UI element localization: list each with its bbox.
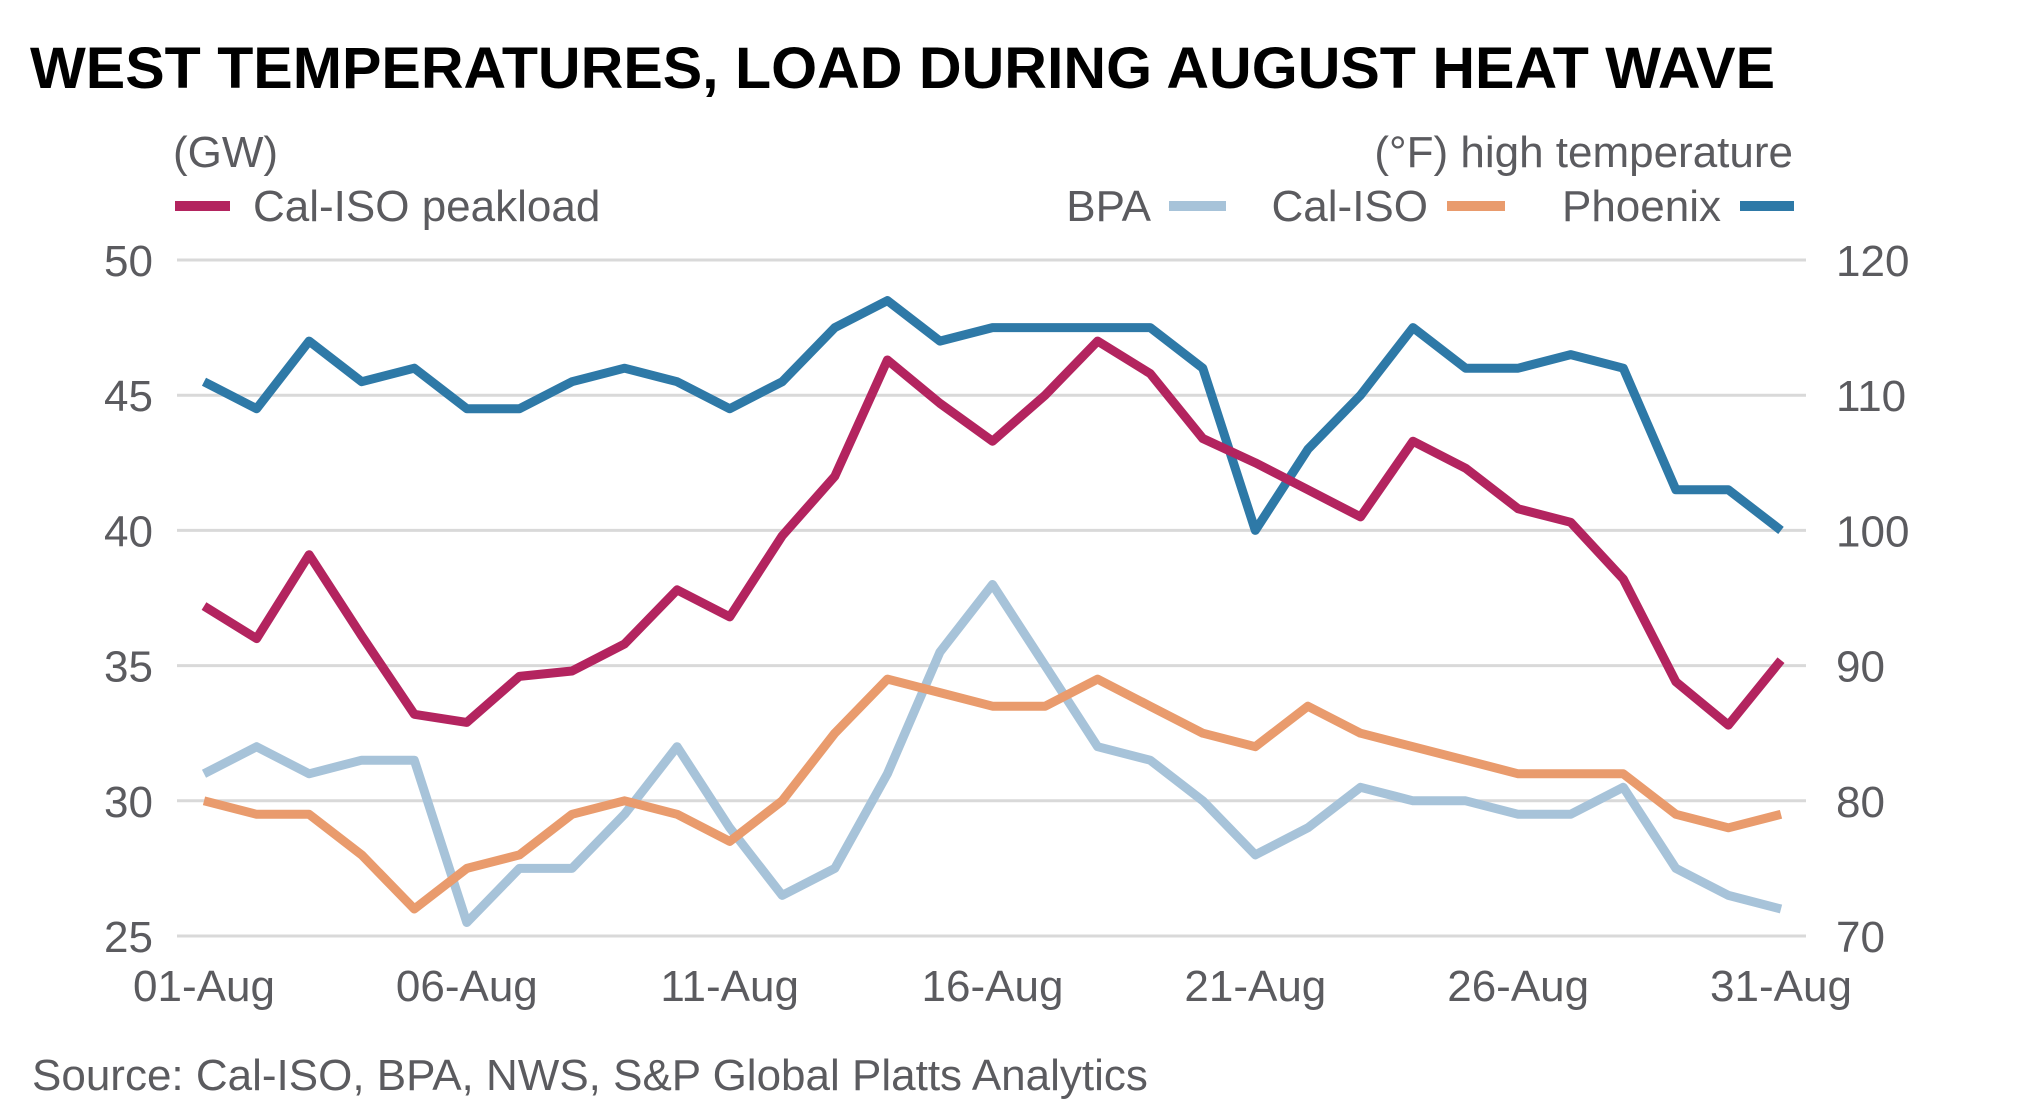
chart-title: WEST TEMPERATURES, LOAD DURING AUGUST HE…	[30, 36, 1775, 101]
left-tick-label: 25	[104, 913, 153, 962]
series-line-bpa	[201, 580, 1783, 927]
left-tick-label: 40	[104, 507, 153, 556]
legend-swatch-phoenix	[1740, 201, 1794, 211]
x-tick-label: 16-Aug	[922, 962, 1064, 1011]
legend-label-bpa: BPA	[1066, 182, 1151, 231]
series-line-cal-iso	[202, 674, 1783, 914]
right-axis-label: (°F) high temperature	[1374, 128, 1793, 177]
series-line-phoenix	[201, 296, 1784, 535]
left-tick-label: 30	[104, 778, 153, 827]
legend-label-cal-iso: Cal-ISO	[1272, 182, 1428, 231]
series-lines	[201, 296, 1785, 927]
x-tick-label: 31-Aug	[1710, 962, 1852, 1011]
left-axis-label: (GW)	[173, 128, 278, 177]
right-tick-label: 110	[1836, 372, 1906, 421]
x-tick-label: 01-Aug	[133, 962, 275, 1011]
right-axis-ticks: 120 110 100 90 80 70	[1836, 237, 1909, 962]
x-tick-label: 06-Aug	[396, 962, 538, 1011]
x-tick-label: 11-Aug	[660, 962, 799, 1011]
left-tick-label: 45	[104, 372, 153, 421]
legend-swatch-bpa	[1169, 201, 1226, 211]
x-tick-label: 21-Aug	[1184, 962, 1326, 1011]
source-note: Source: Cal-ISO, BPA, NWS, S&P Global Pl…	[32, 1051, 1148, 1100]
left-tick-label: 35	[104, 643, 153, 692]
right-tick-label: 80	[1836, 778, 1885, 827]
right-tick-label: 90	[1836, 643, 1885, 692]
legend: Cal-ISO peakload BPA Cal-ISO Phoenix	[175, 182, 1794, 231]
series-line-cal-iso-peakload	[201, 336, 1785, 730]
right-tick-label: 120	[1836, 237, 1909, 286]
right-tick-label: 70	[1836, 913, 1885, 962]
x-axis-ticks: 01-Aug 06-Aug 11-Aug 16-Aug 21-Aug 26-Aug 31-A…	[133, 962, 1852, 1011]
legend-label-phoenix: Phoenix	[1562, 182, 1721, 231]
legend-swatch-cal-iso-peakload	[175, 201, 230, 211]
x-tick-label: 26-Aug	[1447, 962, 1589, 1011]
left-axis-ticks: 50 45 40 35 30 25	[104, 237, 153, 962]
legend-label-cal-iso-peakload: Cal-ISO peakload	[253, 182, 600, 231]
right-tick-label: 100	[1836, 507, 1909, 556]
legend-swatch-cal-iso	[1447, 201, 1505, 211]
left-tick-label: 50	[104, 237, 153, 286]
